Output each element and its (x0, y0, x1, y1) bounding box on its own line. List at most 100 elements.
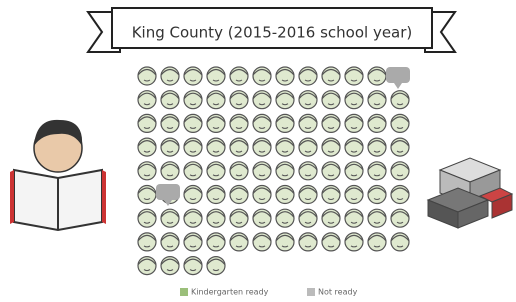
face-icon (391, 186, 409, 204)
face-icon (368, 138, 386, 156)
face-icon (322, 114, 340, 132)
face-icon (253, 233, 271, 251)
face-icon (299, 233, 317, 251)
face-grid (138, 67, 409, 275)
legend-swatch (307, 288, 315, 296)
face-icon (299, 209, 317, 227)
face-icon (322, 233, 340, 251)
face-icon (138, 114, 156, 132)
face-icon (184, 67, 202, 85)
face-icon (391, 162, 409, 180)
face-icon (391, 114, 409, 132)
face-icon (368, 114, 386, 132)
face-icon (345, 233, 363, 251)
face-icon (345, 209, 363, 227)
legend: Kindergarten ready Not ready (180, 288, 358, 297)
face-icon (276, 91, 294, 109)
callout (156, 184, 180, 206)
face-icon (368, 233, 386, 251)
title: King County (2015-2016 school year) (132, 24, 413, 42)
face-icon (207, 67, 225, 85)
face-icon (207, 233, 225, 251)
face-icon (161, 257, 179, 275)
face-icon (322, 209, 340, 227)
legend-label: Kindergarten ready (191, 288, 269, 297)
face-icon (138, 162, 156, 180)
face-icon (345, 91, 363, 109)
face-icon (207, 186, 225, 204)
face-icon (345, 186, 363, 204)
face-icon (345, 138, 363, 156)
face-icon (161, 114, 179, 132)
face-icon (230, 91, 248, 109)
face-icon (368, 162, 386, 180)
legend-swatch (180, 288, 188, 296)
face-icon (299, 114, 317, 132)
legend-label: Not ready (318, 288, 358, 297)
face-icon (391, 138, 409, 156)
blocks-illustration (428, 158, 512, 228)
face-icon (230, 233, 248, 251)
face-icon (276, 138, 294, 156)
face-icon (253, 67, 271, 85)
face-icon (230, 209, 248, 227)
face-icon (161, 209, 179, 227)
face-icon (276, 209, 294, 227)
face-icon (184, 138, 202, 156)
face-icon (161, 233, 179, 251)
face-icon (299, 186, 317, 204)
face-icon (184, 209, 202, 227)
reader-illustration (10, 120, 106, 230)
face-icon (230, 114, 248, 132)
infographic: King County (2015-2016 school year) Kind… (0, 0, 516, 302)
face-icon (161, 67, 179, 85)
face-icon (184, 91, 202, 109)
face-icon (299, 91, 317, 109)
face-icon (138, 138, 156, 156)
face-icon (161, 138, 179, 156)
face-icon (276, 162, 294, 180)
face-icon (391, 91, 409, 109)
callout (386, 67, 410, 89)
face-icon (253, 91, 271, 109)
face-icon (138, 257, 156, 275)
face-icon (299, 162, 317, 180)
face-icon (184, 186, 202, 204)
face-icon (368, 209, 386, 227)
face-icon (368, 186, 386, 204)
face-icon (207, 162, 225, 180)
face-icon (138, 209, 156, 227)
face-icon (322, 186, 340, 204)
face-icon (345, 114, 363, 132)
face-icon (138, 186, 156, 204)
face-icon (207, 138, 225, 156)
face-icon (391, 233, 409, 251)
face-icon (299, 67, 317, 85)
face-icon (207, 114, 225, 132)
face-icon (253, 209, 271, 227)
face-icon (138, 91, 156, 109)
face-icon (230, 162, 248, 180)
face-icon (184, 114, 202, 132)
face-icon (368, 91, 386, 109)
face-icon (276, 67, 294, 85)
face-icon (253, 138, 271, 156)
face-icon (276, 233, 294, 251)
face-icon (138, 67, 156, 85)
face-icon (253, 114, 271, 132)
face-icon (322, 67, 340, 85)
face-icon (138, 233, 156, 251)
face-icon (207, 91, 225, 109)
face-icon (184, 257, 202, 275)
face-icon (322, 138, 340, 156)
face-icon (161, 162, 179, 180)
face-icon (253, 162, 271, 180)
face-icon (345, 67, 363, 85)
face-icon (322, 91, 340, 109)
face-icon (230, 186, 248, 204)
face-icon (299, 138, 317, 156)
face-icon (161, 91, 179, 109)
face-icon (207, 257, 225, 275)
face-icon (230, 138, 248, 156)
face-icon (184, 233, 202, 251)
